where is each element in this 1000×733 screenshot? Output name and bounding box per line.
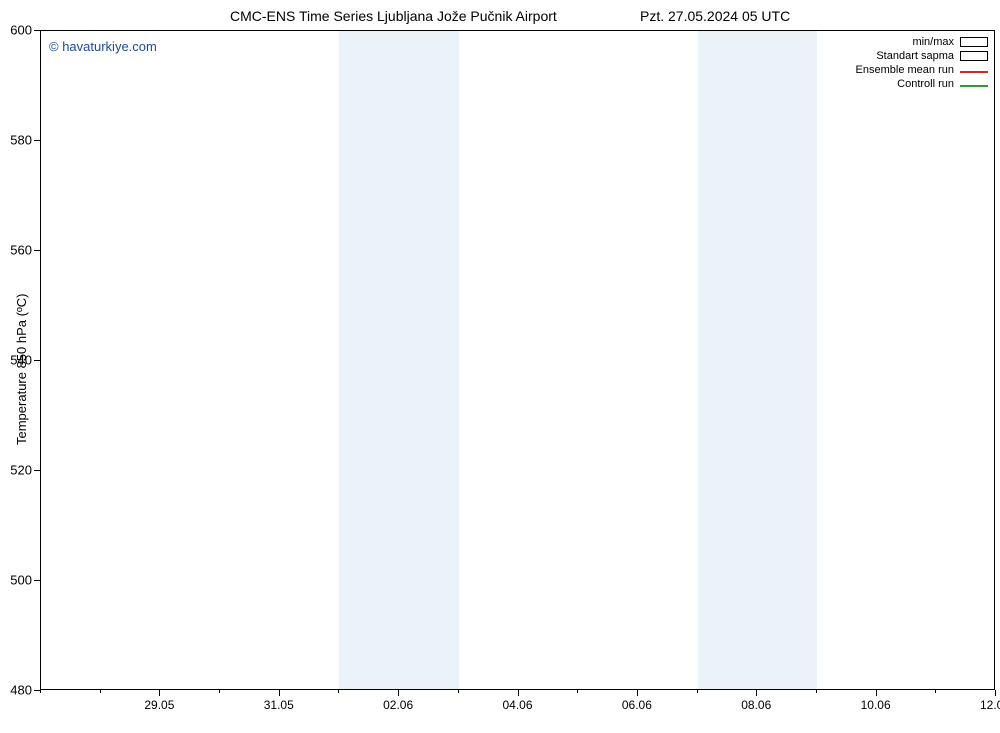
legend-swatch (960, 37, 988, 47)
weekend-band (698, 31, 817, 689)
x-minor-tick (816, 690, 817, 693)
x-tick-label: 02.06 (383, 698, 413, 712)
legend-swatch (960, 51, 988, 61)
x-minor-tick (458, 690, 459, 693)
x-tick-label: 04.06 (502, 698, 532, 712)
legend-item: Ensemble mean run (856, 63, 988, 77)
y-tick-mark (34, 250, 40, 251)
legend: min/max Standart sapma Ensemble mean run Co… (856, 35, 988, 91)
x-tick-mark (756, 690, 757, 696)
chart-title-left: CMC-ENS Time Series Ljubljana Jože Pučni… (230, 8, 557, 24)
legend-label: min/max (912, 36, 954, 48)
y-tick-label: 600 (10, 23, 32, 38)
x-tick-label: 12.06 (980, 698, 1000, 712)
x-tick-mark (159, 690, 160, 696)
y-tick-mark (34, 580, 40, 581)
legend-label: Standart sapma (876, 50, 954, 62)
y-tick-label: 480 (10, 683, 32, 698)
x-tick-mark (995, 690, 996, 696)
legend-item: min/max (856, 35, 988, 49)
chart-title-right: Pzt. 27.05.2024 05 UTC (640, 8, 790, 24)
legend-item: Standart sapma (856, 49, 988, 63)
y-tick-mark (34, 140, 40, 141)
legend-label: Ensemble mean run (856, 64, 954, 76)
x-minor-tick (100, 690, 101, 693)
x-tick-mark (637, 690, 638, 696)
x-tick-label: 31.05 (264, 698, 294, 712)
x-tick-mark (279, 690, 280, 696)
legend-swatch (960, 71, 988, 73)
legend-label: Controll run (897, 78, 954, 90)
x-tick-mark (876, 690, 877, 696)
x-tick-label: 08.06 (741, 698, 771, 712)
x-tick-mark (518, 690, 519, 696)
y-tick-mark (34, 470, 40, 471)
y-tick-label: 560 (10, 243, 32, 258)
x-tick-label: 06.06 (622, 698, 652, 712)
legend-item: Controll run (856, 77, 988, 91)
y-tick-label: 540 (10, 353, 32, 368)
y-tick-mark (34, 360, 40, 361)
weekend-band (339, 31, 458, 689)
x-minor-tick (219, 690, 220, 693)
watermark: © havaturkiye.com (49, 39, 157, 54)
x-minor-tick (577, 690, 578, 693)
y-tick-mark (34, 30, 40, 31)
plot-area: © havaturkiye.com min/max Standart sapma E… (40, 30, 995, 690)
x-tick-mark (398, 690, 399, 696)
chart-container: CMC-ENS Time Series Ljubljana Jože Pučni… (0, 0, 1000, 733)
x-tick-label: 29.05 (144, 698, 174, 712)
x-minor-tick (935, 690, 936, 693)
legend-swatch (960, 85, 988, 87)
x-minor-tick (338, 690, 339, 693)
x-minor-tick (40, 690, 41, 693)
y-tick-label: 500 (10, 573, 32, 588)
y-tick-label: 580 (10, 133, 32, 148)
x-tick-label: 10.06 (861, 698, 891, 712)
y-axis-label: Temperature 850 hPa (ºC) (14, 294, 29, 445)
y-tick-label: 520 (10, 463, 32, 478)
x-minor-tick (697, 690, 698, 693)
